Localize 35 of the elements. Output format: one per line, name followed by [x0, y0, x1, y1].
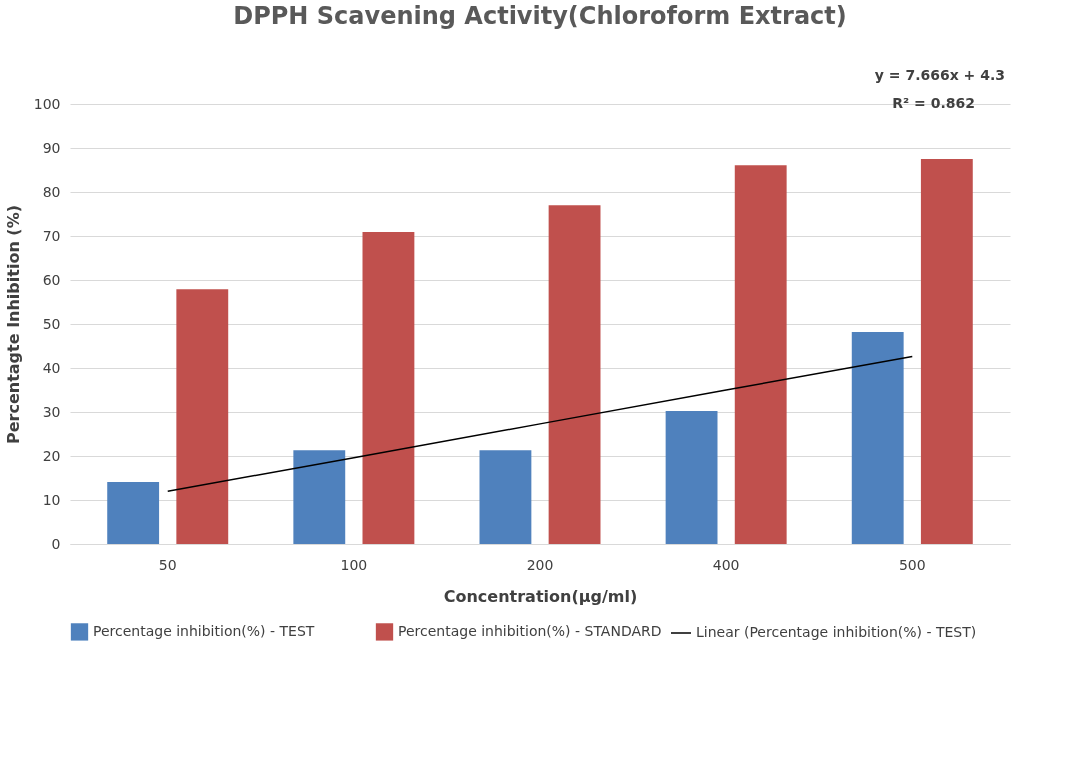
bar — [665, 411, 718, 544]
line-series — [166, 355, 914, 492]
bar — [920, 159, 973, 544]
legend-label: Percentage inhibition(%) - TEST — [93, 622, 315, 639]
y-tick-label: 10 — [42, 491, 61, 508]
y-tick-label: 30 — [42, 403, 61, 420]
x-tick-label: 50 — [158, 556, 177, 573]
y-tick-label: 0 — [51, 535, 61, 552]
legend-label: Linear (Percentage inhibition(%) - TEST) — [696, 624, 977, 640]
y-tick-label: 90 — [42, 139, 61, 156]
x-tick-label: 100 — [340, 556, 368, 573]
x-tick-label: 500 — [898, 556, 926, 573]
bar — [107, 481, 160, 544]
bar — [548, 205, 601, 544]
bar — [734, 165, 787, 544]
y-tick-label: 60 — [42, 271, 61, 288]
annotation: R² = 0.862 — [892, 95, 975, 111]
y-tick-label: 40 — [42, 359, 61, 376]
bar — [851, 331, 904, 544]
y-tick-label: 50 — [42, 315, 61, 332]
bar — [293, 450, 346, 544]
y-tick-label: 20 — [42, 447, 61, 464]
legend-label: Percentage inhibition(%) - STANDARD — [398, 622, 662, 639]
bar — [362, 232, 415, 544]
bar — [176, 289, 229, 544]
chart-title: DPPH Scavening Activity(Chloroform Extract) — [233, 2, 847, 30]
y-tick-label: 100 — [33, 95, 61, 112]
y-tick-label: 80 — [42, 183, 61, 200]
bar — [479, 450, 532, 544]
y-axis-title: Percentagte Inhibition (%) — [3, 204, 23, 445]
x-tick-label: 200 — [526, 556, 554, 573]
text: y = 7.666x + 4.3 — [874, 67, 1005, 83]
x-axis-title: Concentration(µg/ml) — [443, 586, 638, 606]
y-tick-label: 70 — [42, 227, 61, 244]
x-tick-label: 400 — [712, 556, 740, 573]
